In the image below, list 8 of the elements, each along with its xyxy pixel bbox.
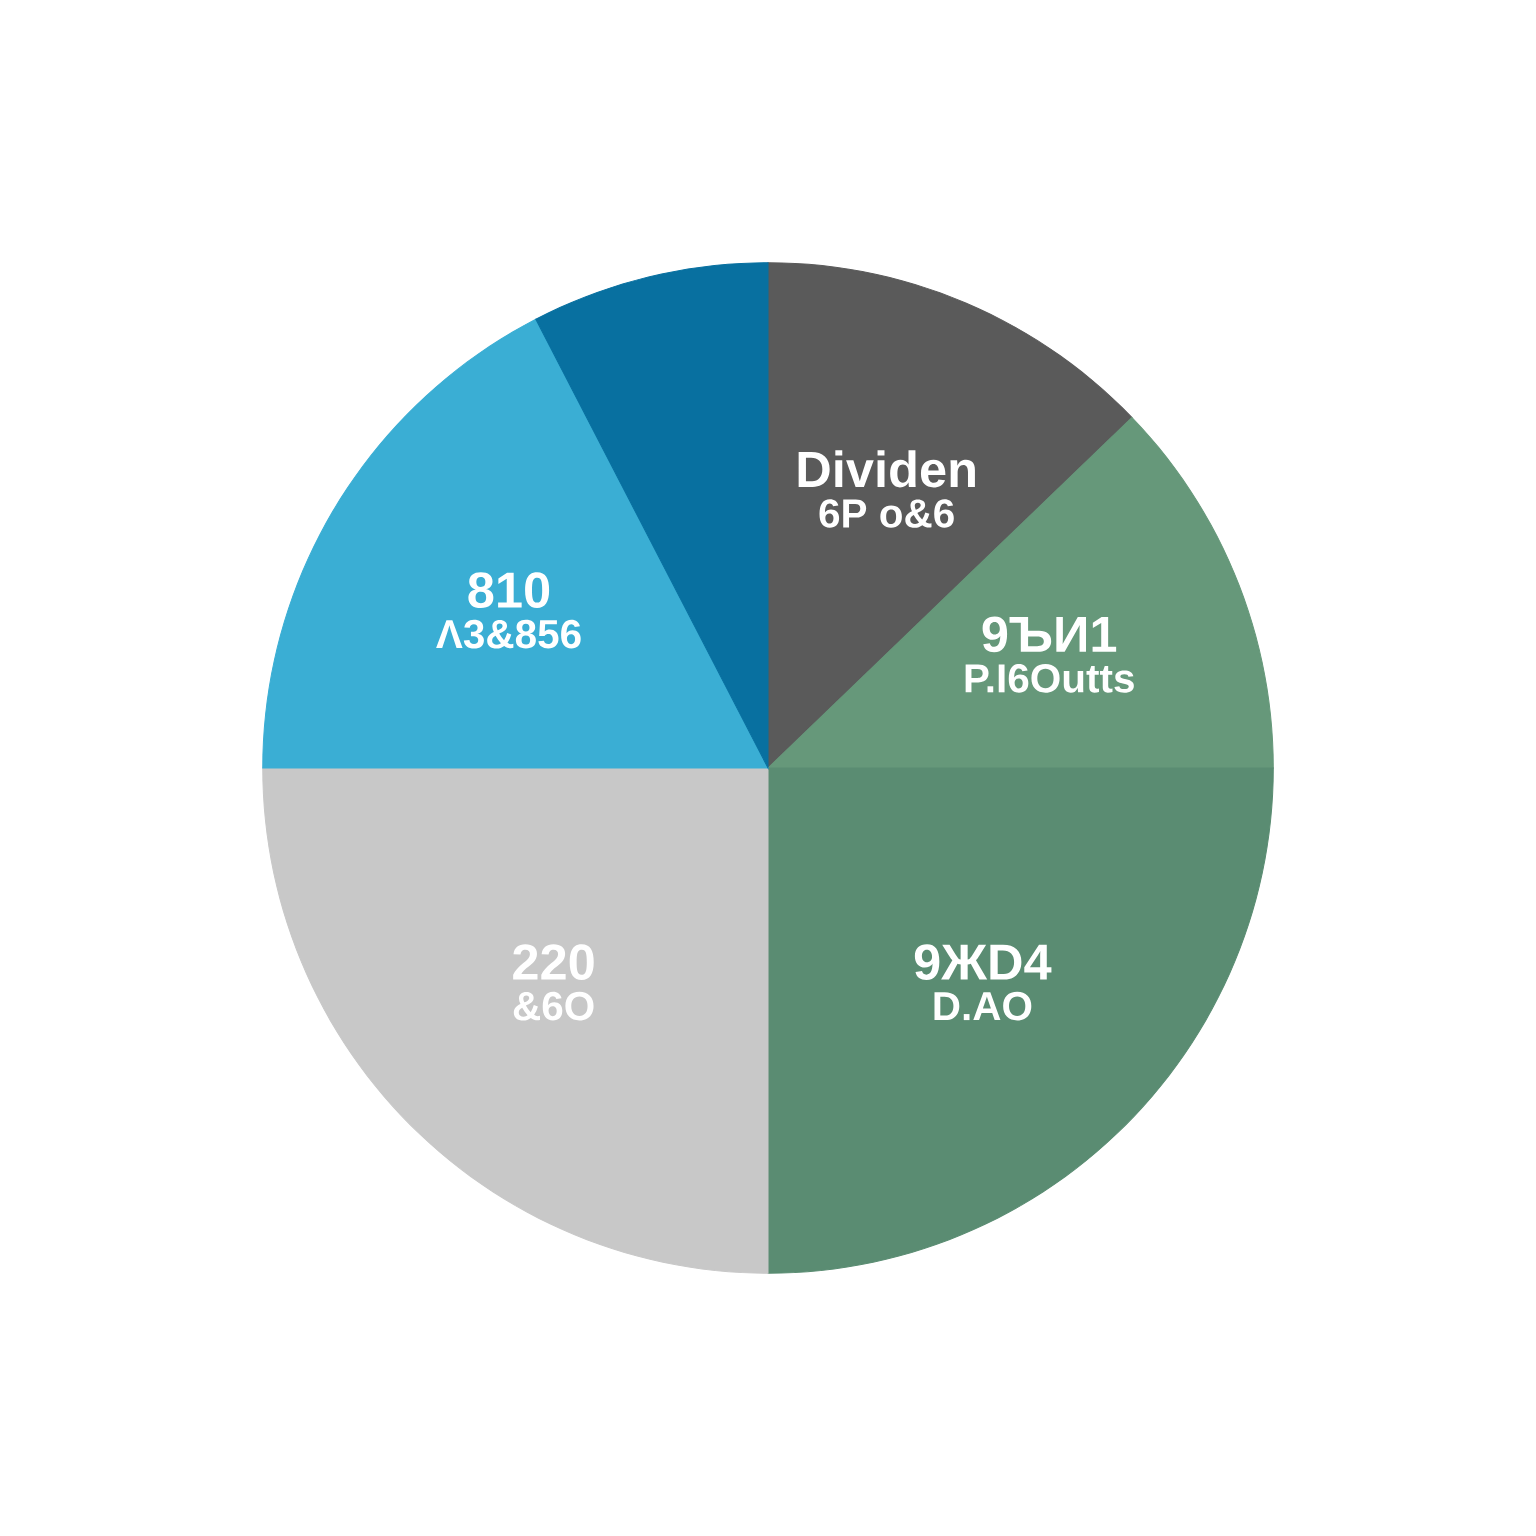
text: 6P o&6 <box>819 499 954 528</box>
text: P.I6Outts <box>965 664 1134 693</box>
slice-label: 810 <box>468 572 550 609</box>
slice-label: Dividen <box>798 450 975 488</box>
slice-label: 9ЪИ1 <box>982 616 1117 653</box>
text: Λ3&856 <box>436 619 581 649</box>
slice-label: 9ЖD4 <box>914 944 1052 981</box>
text: D.AO <box>934 991 1032 1021</box>
